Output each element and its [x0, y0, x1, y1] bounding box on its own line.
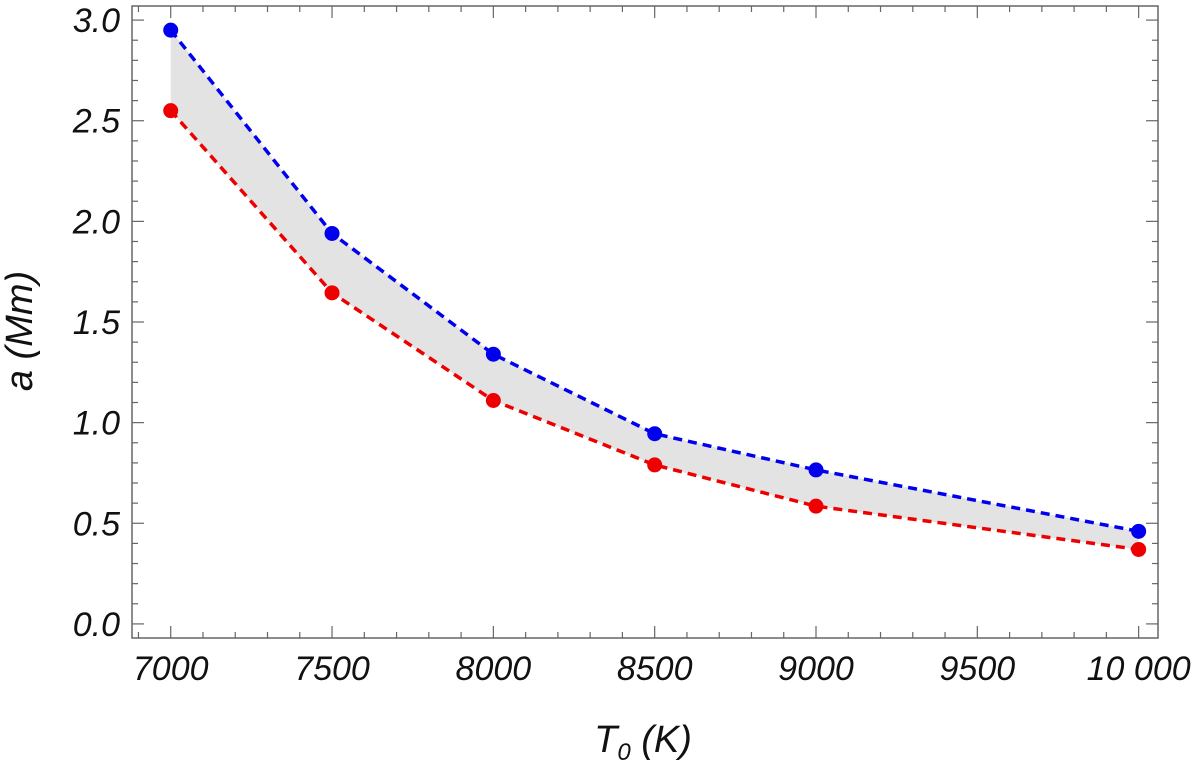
- x-tick-label: 8000: [456, 650, 532, 688]
- series-0-point: [485, 346, 501, 362]
- x-tick-label: 9500: [940, 650, 1016, 688]
- y-tick-label: 2.5: [72, 103, 120, 141]
- x-tick-label: 7000: [133, 650, 209, 688]
- y-tick-labels: 0.0 0.5 1.0 1.5 2.0 2.5 3.0: [72, 2, 120, 644]
- series-1-point: [324, 285, 340, 301]
- series-0-point: [647, 426, 663, 442]
- plot-frame: [131, 5, 1159, 639]
- series-1-point: [647, 457, 663, 473]
- series-0-point: [1131, 523, 1147, 539]
- y-tick-label: 1.0: [73, 405, 120, 443]
- y-tick-label: 3.0: [73, 2, 120, 40]
- y-tick-label: 1.5: [73, 304, 120, 342]
- series-1-point: [485, 392, 501, 408]
- x-axis-label: T0 (K): [594, 719, 692, 762]
- series-line-0: [169, 29, 1139, 534]
- series-1-point: [1131, 541, 1147, 557]
- fill-between-band: [170, 30, 1139, 550]
- x-tick-label: 8500: [617, 650, 693, 688]
- series-layer: [163, 22, 1147, 557]
- series-0-point: [324, 225, 340, 241]
- series-0-point: [808, 462, 824, 478]
- series-0-point: [163, 22, 179, 38]
- series-1-point: [808, 498, 824, 514]
- x-tick-label: 9000: [778, 650, 854, 688]
- y-tick-label: 0.0: [73, 606, 120, 644]
- y-axis-label: a (Mm): [0, 271, 41, 391]
- series-line-1: [169, 109, 1139, 552]
- x-tick-label: 10 000: [1087, 650, 1191, 688]
- y-tick-label: 0.5: [73, 505, 120, 543]
- fill-between-area: [170, 30, 1139, 550]
- y-tick-label: 2.0: [72, 203, 120, 241]
- series-1-point: [163, 103, 179, 119]
- x-tick-labels: 7000 7500 8000 8500 9000 9500 10 000: [133, 650, 1191, 688]
- x-tick-label: 7500: [294, 650, 370, 688]
- axis-ticks: [132, 6, 1158, 638]
